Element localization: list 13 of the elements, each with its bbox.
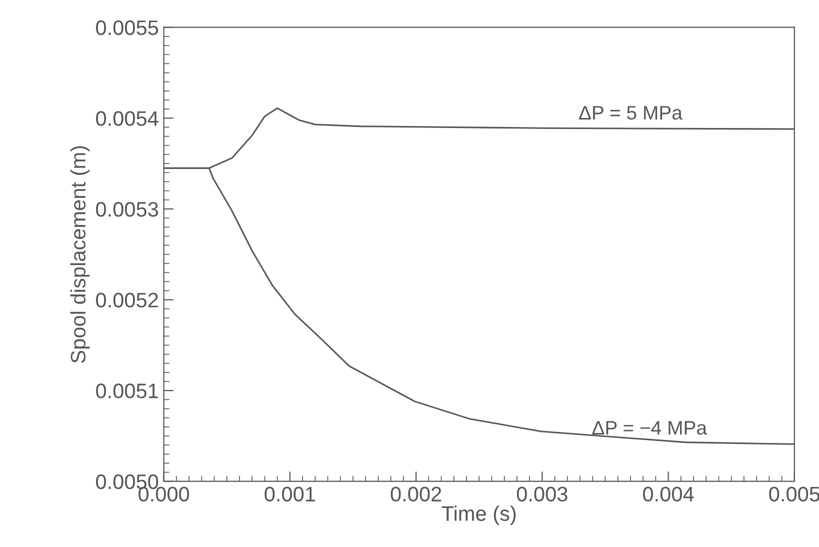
x-axis-title: Time (s) (442, 506, 516, 526)
x-tick-label: 0.003 (516, 486, 568, 502)
series-label: ΔP = −4 MPa (592, 421, 708, 435)
y-tick-label: 0.0055 (96, 20, 158, 36)
y-tick-label: 0.0052 (96, 292, 158, 308)
x-tick-label: 0.004 (643, 486, 694, 502)
y-tick-label: 0.0053 (96, 202, 158, 217)
x-tick-label: 0.002 (390, 486, 442, 502)
y-tick-label: 0.0051 (96, 384, 158, 398)
series-label: ΔP = 5 MPa (579, 106, 682, 120)
x-tick-label: 0.001 (264, 486, 315, 502)
y-axis-title: Spool displacement (m) (70, 146, 90, 363)
y-tick-label: 0.0054 (96, 111, 158, 126)
